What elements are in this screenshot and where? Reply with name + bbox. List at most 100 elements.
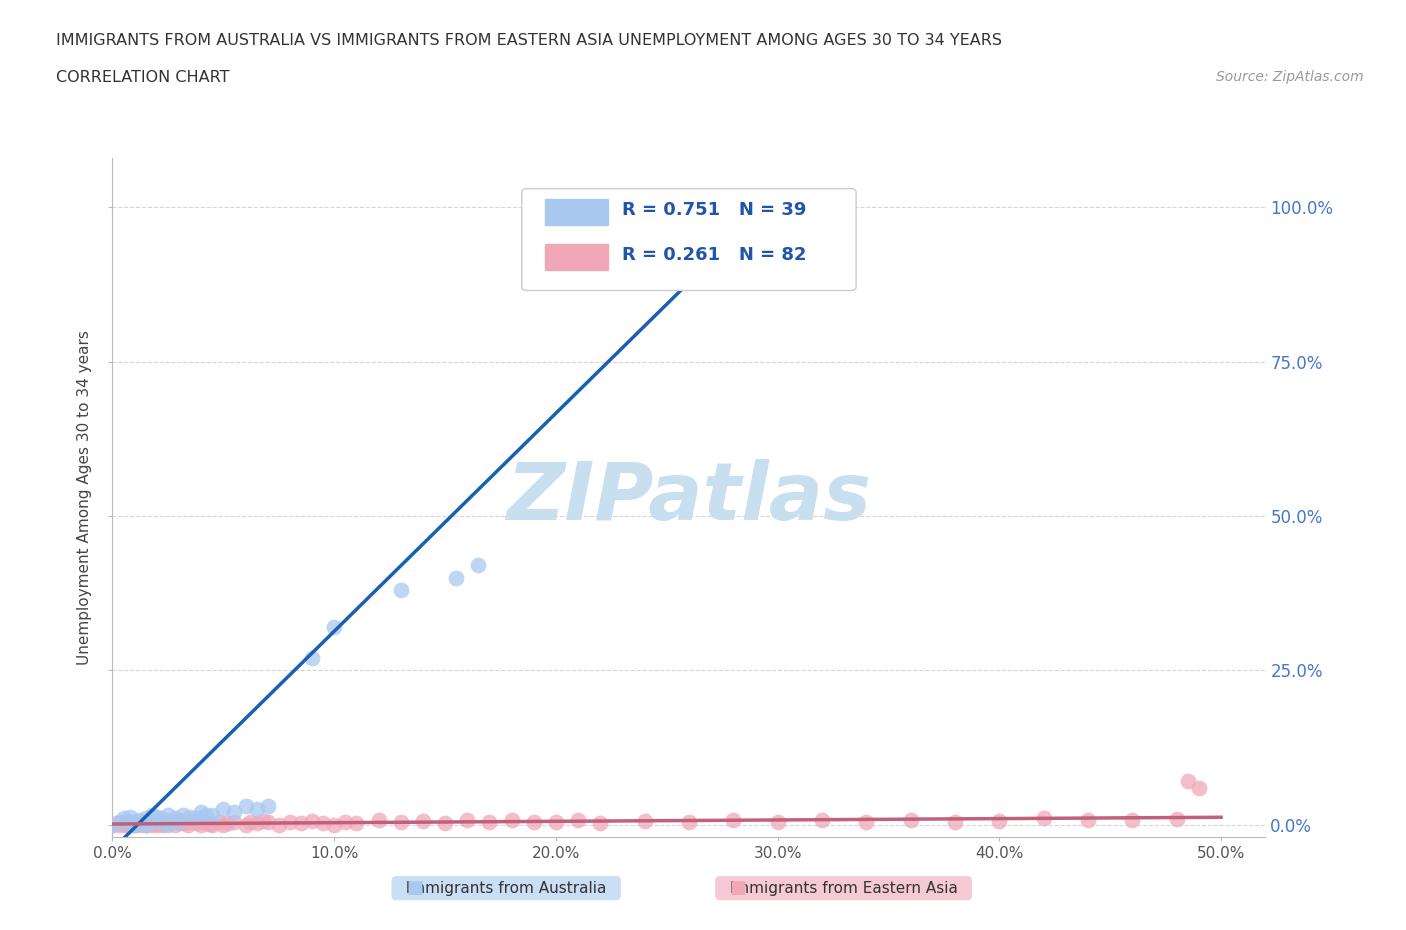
Text: R = 0.751   N = 39: R = 0.751 N = 39 [621, 201, 807, 219]
Text: CORRELATION CHART: CORRELATION CHART [56, 70, 229, 85]
Point [1188, 780, 1211, 795]
Point [156, 808, 179, 823]
Point [101, 817, 124, 832]
Point [245, 802, 267, 817]
FancyBboxPatch shape [544, 199, 609, 225]
Point [129, 817, 153, 832]
Point [212, 802, 235, 817]
Point [121, 817, 143, 832]
Point [124, 815, 146, 830]
Point [312, 816, 335, 830]
Point [167, 813, 190, 828]
Point [700, 225, 723, 240]
Point [150, 811, 173, 826]
Point [943, 814, 966, 829]
Point [389, 583, 412, 598]
Point [172, 808, 194, 823]
Point [150, 816, 173, 830]
Point [278, 814, 301, 829]
Point [172, 816, 194, 830]
Text: Immigrants from Australia: Immigrants from Australia [396, 881, 616, 896]
Point [150, 814, 173, 829]
Text: ■: ■ [730, 879, 747, 897]
Point [367, 813, 389, 828]
Point [117, 814, 139, 829]
Point [135, 817, 157, 832]
Point [239, 815, 262, 830]
Point [186, 811, 208, 826]
Text: R = 0.261   N = 82: R = 0.261 N = 82 [621, 246, 807, 264]
Point [323, 619, 346, 634]
Point [135, 811, 157, 826]
Point [224, 804, 246, 819]
Point [108, 817, 131, 832]
Point [323, 817, 346, 832]
Point [1166, 812, 1188, 827]
Point [335, 814, 357, 829]
Point [208, 815, 231, 830]
Point [1121, 812, 1143, 827]
Point [245, 816, 267, 830]
Point [523, 815, 546, 830]
Point [201, 817, 224, 832]
Point [177, 817, 200, 832]
Point [146, 814, 169, 829]
Y-axis label: Unemployment Among Ages 30 to 34 years: Unemployment Among Ages 30 to 34 years [77, 330, 93, 665]
Point [256, 799, 278, 814]
Point [678, 814, 700, 829]
Point [412, 814, 434, 829]
Point [301, 651, 323, 666]
Text: Source: ZipAtlas.com: Source: ZipAtlas.com [1216, 70, 1364, 84]
Point [120, 816, 142, 830]
Point [190, 814, 212, 829]
Text: ZIPatlas: ZIPatlas [506, 458, 872, 537]
Point [105, 816, 128, 830]
Point [132, 816, 155, 830]
Point [186, 816, 208, 830]
Point [163, 811, 186, 826]
Point [198, 817, 221, 831]
Point [467, 558, 489, 573]
Point [235, 817, 257, 832]
Point [567, 813, 589, 828]
Point [128, 816, 150, 830]
Point [1077, 813, 1099, 828]
Point [179, 810, 201, 825]
Point [544, 814, 567, 829]
Point [141, 808, 163, 823]
Point [811, 813, 834, 828]
Point [855, 815, 877, 830]
Point [501, 812, 523, 827]
Point [152, 817, 174, 832]
Point [156, 814, 179, 829]
Point [267, 817, 290, 832]
Point [201, 808, 224, 823]
Point [112, 811, 135, 826]
Point [256, 815, 278, 830]
Point [190, 817, 212, 832]
Point [1032, 811, 1054, 826]
Point [478, 815, 501, 830]
Point [456, 813, 478, 828]
Point [434, 816, 457, 830]
Point [224, 814, 246, 829]
Point [733, 200, 755, 215]
Point [124, 817, 146, 832]
Point [194, 816, 217, 830]
Point [389, 815, 412, 830]
Point [156, 817, 179, 832]
Point [129, 814, 153, 829]
Point [108, 814, 131, 829]
Point [344, 816, 367, 830]
Point [128, 812, 150, 827]
Text: Immigrants from Eastern Asia: Immigrants from Eastern Asia [720, 881, 967, 896]
Point [444, 570, 467, 585]
Point [139, 814, 162, 829]
Point [988, 814, 1011, 829]
Point [143, 816, 166, 830]
Point [162, 815, 184, 830]
Point [301, 814, 323, 829]
Point [112, 814, 135, 829]
Point [589, 816, 612, 830]
Point [900, 812, 922, 827]
